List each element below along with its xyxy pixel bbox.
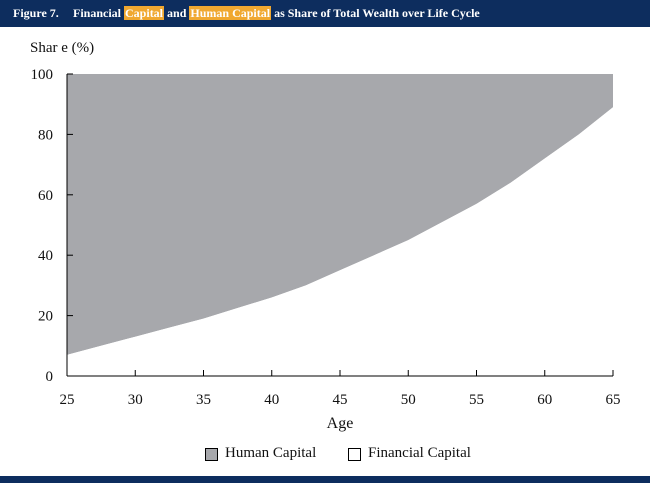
title-part: and (164, 6, 190, 20)
y-tick-label: 20 (38, 309, 53, 325)
area-chart: 0 20 40 60 80 100 25 30 35 40 45 50 55 60 65 Shar e (%)… (30, 40, 621, 432)
x-tick-label: 50 (401, 392, 416, 408)
legend-swatch-financial-capital (348, 448, 361, 461)
title-part: as Share of Total Wealth over Life Cycle (271, 6, 480, 20)
title-highlight-human-capital: Human Capital (189, 6, 272, 20)
legend-swatch-human-capital (205, 448, 218, 461)
title-highlight-capital: Capital (124, 6, 165, 20)
x-tick-label: 45 (333, 392, 348, 408)
legend-label-human-capital: Human Capital (225, 445, 317, 461)
y-tick-label: 0 (46, 369, 54, 385)
x-axis-title: Age (327, 415, 354, 432)
x-tick-label: 55 (469, 392, 484, 408)
human-capital-area (67, 74, 613, 355)
y-tick-label: 100 (31, 67, 54, 83)
figure-title: Financial Capital and Human Capital as S… (73, 0, 480, 27)
x-tick-label: 40 (264, 392, 279, 408)
figure-label: Figure 7. (13, 6, 59, 20)
x-tick-label: 60 (537, 392, 552, 408)
legend-label-financial-capital: Financial Capital (368, 445, 471, 461)
y-tick-label: 60 (38, 188, 53, 204)
financial-capital-area (67, 107, 613, 376)
y-axis-title: Shar e (%) (30, 40, 94, 56)
x-tick-label: 65 (606, 392, 621, 408)
y-tick-label: 80 (38, 127, 53, 143)
x-tick-label: 35 (196, 392, 211, 408)
bottom-rule (0, 476, 650, 483)
title-part: Financial (73, 6, 125, 20)
x-tick-label: 30 (128, 392, 143, 408)
y-tick-label: 40 (38, 248, 53, 264)
x-tick-label: 25 (60, 392, 75, 408)
figure-header: Figure 7. Financial Capital and Human Ca… (0, 0, 650, 27)
